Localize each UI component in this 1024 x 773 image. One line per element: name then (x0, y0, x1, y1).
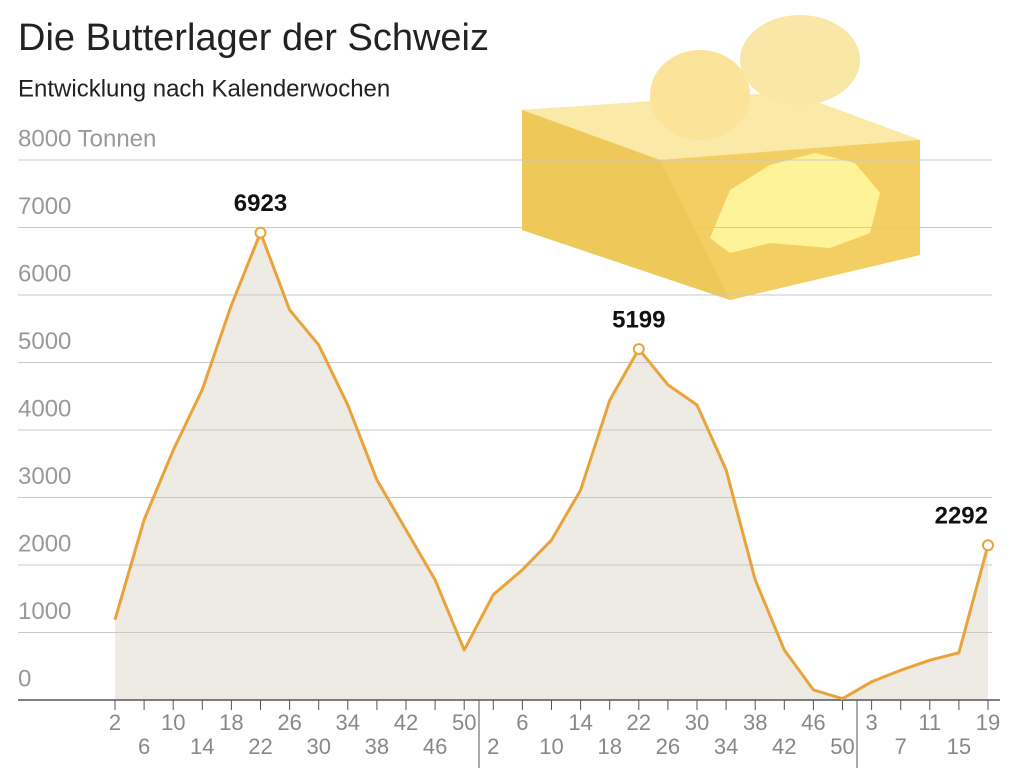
x-tick-label: 3 (865, 710, 877, 735)
chart-title: Die Butterlager der Schweiz (18, 17, 489, 59)
x-tick-label: 10 (539, 734, 563, 759)
x-tick-label: 10 (161, 710, 185, 735)
x-tick-label: 50 (830, 734, 854, 759)
x-tick-label: 14 (190, 734, 214, 759)
x-tick-label: 38 (743, 710, 767, 735)
point-marker (254, 226, 267, 239)
x-tick-label: 34 (336, 710, 360, 735)
x-tick-label: 18 (597, 734, 621, 759)
x-tick-label: 6 (516, 710, 528, 735)
x-tick-label: 18 (219, 710, 243, 735)
x-tick-label: 34 (714, 734, 738, 759)
x-tick-label: 42 (772, 734, 796, 759)
butter-illustration (522, 15, 920, 300)
x-tick-label: 26 (656, 734, 680, 759)
y-tick-label: 8000 Tonnen (18, 125, 156, 152)
x-tick-label: 19 (976, 710, 1000, 735)
x-tick-label: 46 (423, 734, 447, 759)
y-tick-label: 7000 (18, 193, 71, 220)
x-tick-label: 6 (138, 734, 150, 759)
x-tick-label: 2 (487, 734, 499, 759)
x-tick-label: 15 (947, 734, 971, 759)
x-tick-label: 11 (918, 710, 941, 735)
y-tick-label: 3000 (18, 463, 71, 490)
x-tick-label: 7 (895, 734, 907, 759)
x-tick-label: 42 (394, 710, 418, 735)
x-tick-label: 2 (109, 710, 121, 735)
data-label: 6923 (234, 190, 287, 217)
chart-subtitle: Entwicklung nach Kalenderwochen (18, 75, 390, 102)
data-label: 2292 (935, 503, 988, 530)
x-tick-label: 30 (306, 734, 330, 759)
x-tick-label: 38 (365, 734, 389, 759)
y-tick-label: 2000 (18, 530, 71, 557)
x-tick-label: 50 (452, 710, 476, 735)
x-tick-label: 26 (277, 710, 301, 735)
y-tick-label: 1000 (18, 598, 71, 625)
x-tick-label: 30 (685, 710, 709, 735)
y-tick-label: 0 (18, 665, 31, 692)
data-label: 5199 (612, 306, 665, 333)
point-marker (632, 343, 645, 356)
y-tick-label: 4000 (18, 395, 71, 422)
point-marker (982, 539, 994, 552)
x-tick-label: 14 (568, 710, 592, 735)
y-tick-label: 5000 (18, 328, 71, 355)
x-tick-label: 46 (801, 710, 825, 735)
area (115, 232, 988, 700)
x-tick-label: 22 (627, 710, 651, 735)
x-tick-label: 22 (248, 734, 272, 759)
y-tick-label: 6000 (18, 260, 71, 287)
